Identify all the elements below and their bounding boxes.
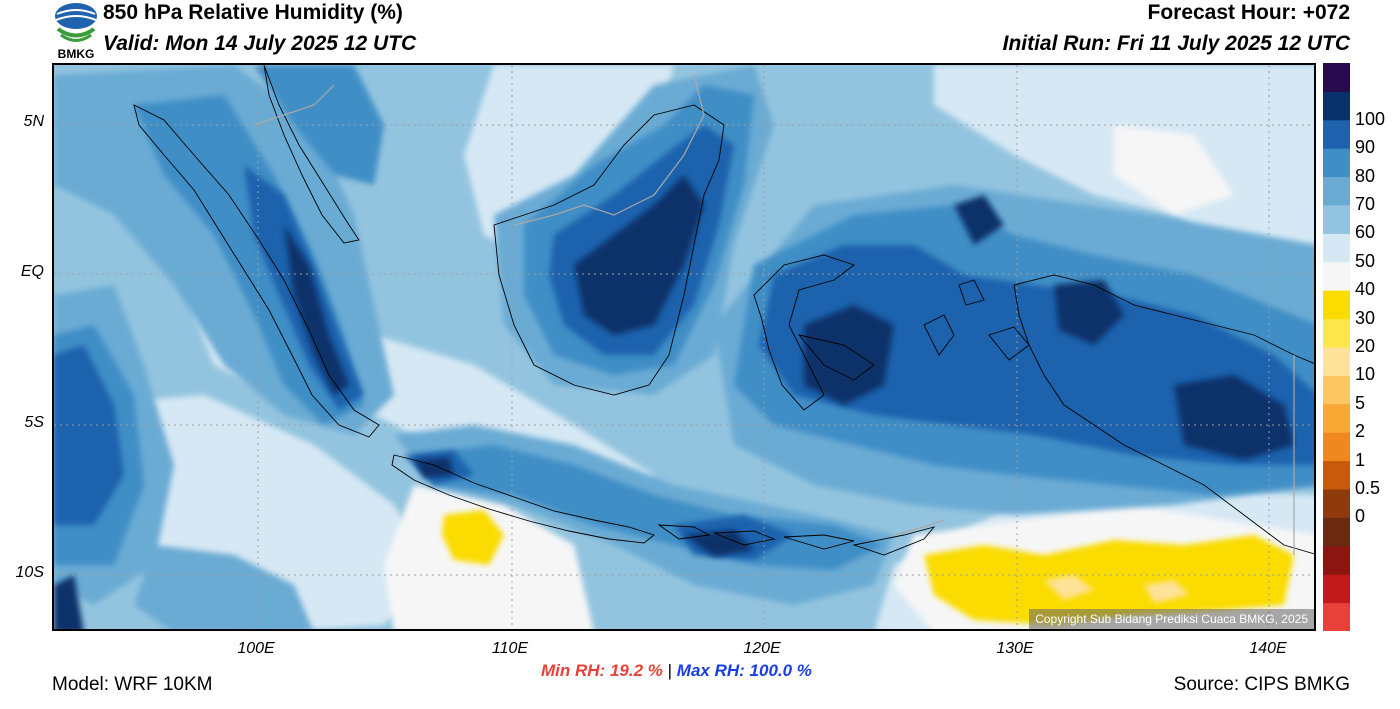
source-info: Source: CIPS BMKG: [1173, 674, 1350, 695]
colorbar-label: 90: [1355, 137, 1376, 158]
valid-time: Valid: Mon 14 July 2025 12 UTC: [103, 32, 417, 55]
humidity-colorbar: [1323, 63, 1350, 631]
humidity-field: [54, 65, 1314, 629]
colorbar-label: 40: [1355, 279, 1376, 300]
colorbar-label: 5: [1355, 392, 1366, 413]
lon-label-130e: 130E: [996, 640, 1034, 657]
colorbar-segment: [1323, 119, 1350, 149]
lon-label-120e: 120E: [743, 640, 781, 657]
colorbar-segment: [1323, 233, 1350, 263]
colorbar-segment: [1323, 347, 1350, 376]
colorbar-segment: [1323, 375, 1350, 405]
colorbar-segment: [1323, 176, 1350, 206]
lon-label-100e: 100E: [237, 640, 275, 657]
stats-separator: |: [667, 661, 673, 680]
colorbar-segment: [1323, 602, 1350, 631]
min-rh-label: Min RH:: [541, 661, 606, 680]
logo-text: BMKG: [58, 47, 95, 60]
colorbar-segment: [1323, 148, 1350, 178]
colorbar-segment: [1323, 91, 1350, 121]
colorbar-segment: [1323, 63, 1350, 92]
colorbar-label: 50: [1355, 250, 1376, 271]
humidity-map: Copyright Sub Bidang Prediksi Cuaca BMKG…: [52, 63, 1316, 631]
initial-run: Initial Run: Fri 11 July 2025 12 UTC: [1002, 32, 1350, 55]
colorbar-label: 20: [1355, 336, 1376, 356]
min-max-stats: Min RH: 19.2 % | Max RH: 100.0 %: [541, 661, 812, 681]
colorbar-label: 80: [1355, 165, 1376, 186]
colorbar-segment: [1323, 574, 1350, 604]
max-rh-value: 100.0 %: [749, 661, 812, 680]
lon-label-140e: 140E: [1249, 640, 1287, 657]
colorbar-label: 100: [1355, 108, 1386, 129]
lat-label-5n: 5N: [23, 113, 44, 130]
colorbar-label: 70: [1355, 194, 1376, 214]
colorbar-segment: [1323, 460, 1350, 490]
copyright-notice: Copyright Sub Bidang Prediksi Cuaca BMKG…: [1029, 609, 1314, 629]
colorbar-label: 30: [1355, 307, 1376, 328]
colorbar-segment: [1323, 261, 1350, 291]
colorbar-segment: [1323, 489, 1350, 518]
colorbar-label: 60: [1355, 222, 1376, 243]
colorbar-segment: [1323, 205, 1350, 234]
max-rh-label: Max RH:: [676, 661, 745, 680]
lat-label-10s: 10S: [15, 564, 44, 581]
min-rh-value: 19.2 %: [609, 661, 663, 680]
model-info: Model: WRF 10KM: [52, 674, 213, 695]
forecast-hour: Forecast Hour: +072: [1147, 1, 1351, 24]
colorbar-segment: [1323, 318, 1350, 348]
colorbar-segment: [1323, 403, 1350, 433]
colorbar-segment: [1323, 432, 1350, 462]
colorbar-label: 1: [1355, 449, 1366, 470]
colorbar-label: 2: [1355, 421, 1366, 442]
map-title: 850 hPa Relative Humidity (%): [103, 1, 403, 24]
colorbar-label: 0: [1355, 506, 1366, 527]
colorbar-segment: [1323, 545, 1350, 575]
colorbar-segment: [1323, 517, 1350, 547]
colorbar-label: 10: [1355, 364, 1376, 385]
colorbar-label: 0.5: [1355, 478, 1381, 498]
lat-label-eq: EQ: [20, 263, 44, 280]
lon-label-110e: 110E: [491, 640, 529, 657]
colorbar-segment: [1323, 290, 1350, 320]
bmkg-logo-icon: BMKG: [55, 3, 97, 60]
lat-label-5s: 5S: [24, 414, 44, 431]
